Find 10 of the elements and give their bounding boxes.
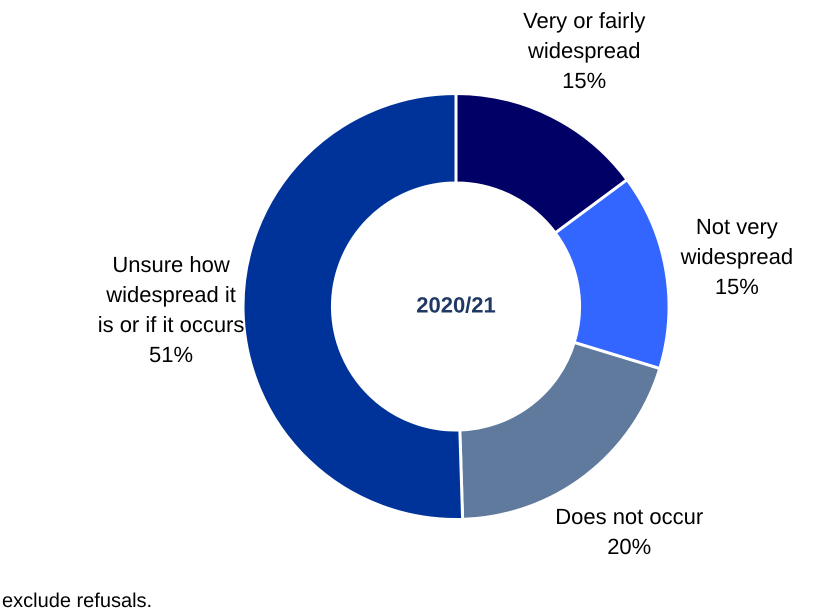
data-label: 15%	[562, 68, 606, 94]
data-label: 20%	[607, 534, 652, 559]
slice-label: Unsure how widespread it is or if it occurs	[98, 252, 244, 337]
slice-label: Not very widespread	[680, 214, 794, 270]
data-label: 51%	[149, 342, 194, 367]
slice-label: Does not occur	[555, 504, 704, 529]
data-label: 15%	[714, 274, 759, 300]
text: 2020/21	[416, 292, 496, 318]
slice-label: Very or fairly widespread	[523, 8, 646, 64]
text: exclude refusals.	[2, 590, 152, 612]
